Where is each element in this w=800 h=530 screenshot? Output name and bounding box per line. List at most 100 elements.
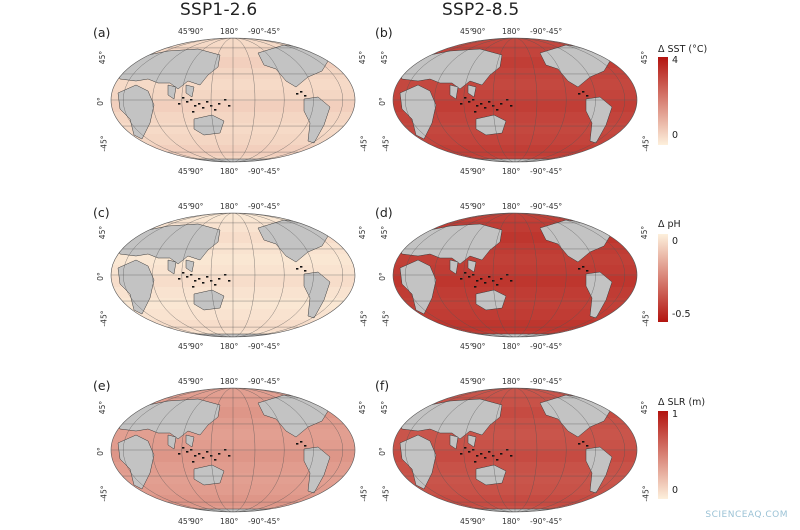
panel-label-d: (d) [375,205,393,220]
lat-tick-label: 45° [640,400,650,415]
island-speck [474,461,477,463]
island-speck [496,109,499,111]
map-slr-ssp585 [392,387,638,513]
lat-tick-label: 45° [358,225,368,240]
map-slr-ssp126 [110,387,356,513]
lon-tick-label: -90° [248,342,265,351]
land-mass [475,289,507,311]
lat-tick-label: 0° [377,447,387,456]
lon-tick-label: 90° [472,202,486,211]
island-speck [500,103,503,105]
island-speck [218,278,221,280]
graticule-line [434,38,596,162]
island-speck [480,453,483,455]
lon-tick-label: 90° [190,342,204,351]
island-speck [218,453,221,455]
land-mass [475,464,507,486]
graticule-line [181,388,285,512]
island-speck [472,99,475,101]
graticule-line [152,38,314,162]
lat-tick-label: 45° [640,225,650,240]
lon-tick-label: -90° [530,342,547,351]
lon-tick-label: -90° [530,27,547,36]
lon-tick-label: -90° [248,517,265,526]
land-mass [303,446,331,494]
graticule-line [210,388,256,512]
map-outline [110,387,356,513]
island-speck [484,457,487,459]
island-speck [190,274,193,276]
colorbar-ph [658,234,668,322]
island-speck [198,278,201,280]
lat-tick-label: -45° [641,135,651,152]
graticule-line [405,388,625,512]
map-outline [110,212,356,338]
island-speck [194,105,197,107]
lon-tick-label: 180° [502,202,521,211]
island-speck [202,282,205,284]
lon-tick-label: 45° [460,517,474,526]
land-mass [323,219,341,233]
island-speck [178,103,181,105]
island-speck [228,280,231,282]
island-speck [186,451,189,453]
land-mass [449,259,459,275]
lon-tick-label: -45° [264,517,281,526]
lat-tick-label: -45° [381,310,391,327]
colorbar-title-ph: Δ pH [658,219,681,230]
island-speck [304,270,307,272]
lon-tick-label: -90° [530,202,547,211]
colorbar-slr-max: 1 [672,409,679,420]
graticule-line [492,38,538,162]
lon-tick-label: 90° [190,27,204,36]
lon-tick-label: -45° [546,517,563,526]
lon-tick-label: -90° [248,377,265,386]
graticule-line [210,213,256,337]
lat-tick-label: -45° [359,310,369,327]
graticule-line [123,213,343,337]
island-speck [190,449,193,451]
lon-tick-label: 45° [178,342,192,351]
land-mass [605,219,623,233]
land-mass [475,114,507,136]
island-speck [586,95,589,97]
colorbar-ph-min: -0.5 [672,309,691,320]
lon-tick-label: 45° [178,517,192,526]
island-speck [178,278,181,280]
island-speck [464,272,467,274]
island-speck [214,284,217,286]
lon-tick-label: 180° [220,342,239,351]
island-speck [474,111,477,113]
island-speck [474,286,477,288]
colorbar-title-sst: Δ SST (°C) [658,44,708,55]
island-speck [472,449,475,451]
panel-label-a: (a) [93,25,111,40]
island-speck [578,93,581,95]
lon-tick-label: 45° [460,27,474,36]
graticule-line [152,213,314,337]
island-speck [192,111,195,113]
lat-tick-label: 45° [358,50,368,65]
lon-tick-label: 45° [178,377,192,386]
island-speck [300,91,303,93]
island-speck [578,443,581,445]
lon-tick-label: -45° [546,202,563,211]
lat-tick-label: 0° [377,272,387,281]
island-speck [464,97,467,99]
lon-tick-label: 180° [220,517,239,526]
island-speck [186,101,189,103]
island-speck [190,99,193,101]
island-speck [186,276,189,278]
graticule-line [210,38,256,162]
lat-tick-label: 45° [98,225,108,240]
land-mass [399,259,437,315]
lat-tick-label: -45° [381,135,391,152]
map-ph-ssp126 [110,212,356,338]
lon-tick-label: -45° [546,27,563,36]
colorbar-sst-min: 0 [672,130,679,141]
land-mass [167,434,177,450]
lon-tick-label: -45° [264,27,281,36]
colorbar-slr [658,411,668,499]
island-speck [202,457,205,459]
island-speck [510,280,513,282]
